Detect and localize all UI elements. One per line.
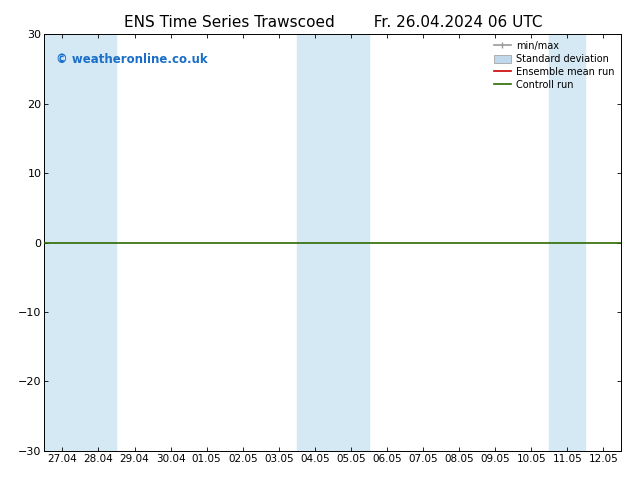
Title: ENS Time Series Trawscoed        Fr. 26.04.2024 06 UTC: ENS Time Series Trawscoed Fr. 26.04.2024… — [124, 15, 542, 30]
Bar — [549, 34, 585, 451]
Bar — [44, 34, 117, 451]
Text: © weatheronline.co.uk: © weatheronline.co.uk — [56, 53, 207, 66]
Bar — [297, 34, 369, 451]
Legend: min/max, Standard deviation, Ensemble mean run, Controll run: min/max, Standard deviation, Ensemble me… — [492, 39, 616, 92]
